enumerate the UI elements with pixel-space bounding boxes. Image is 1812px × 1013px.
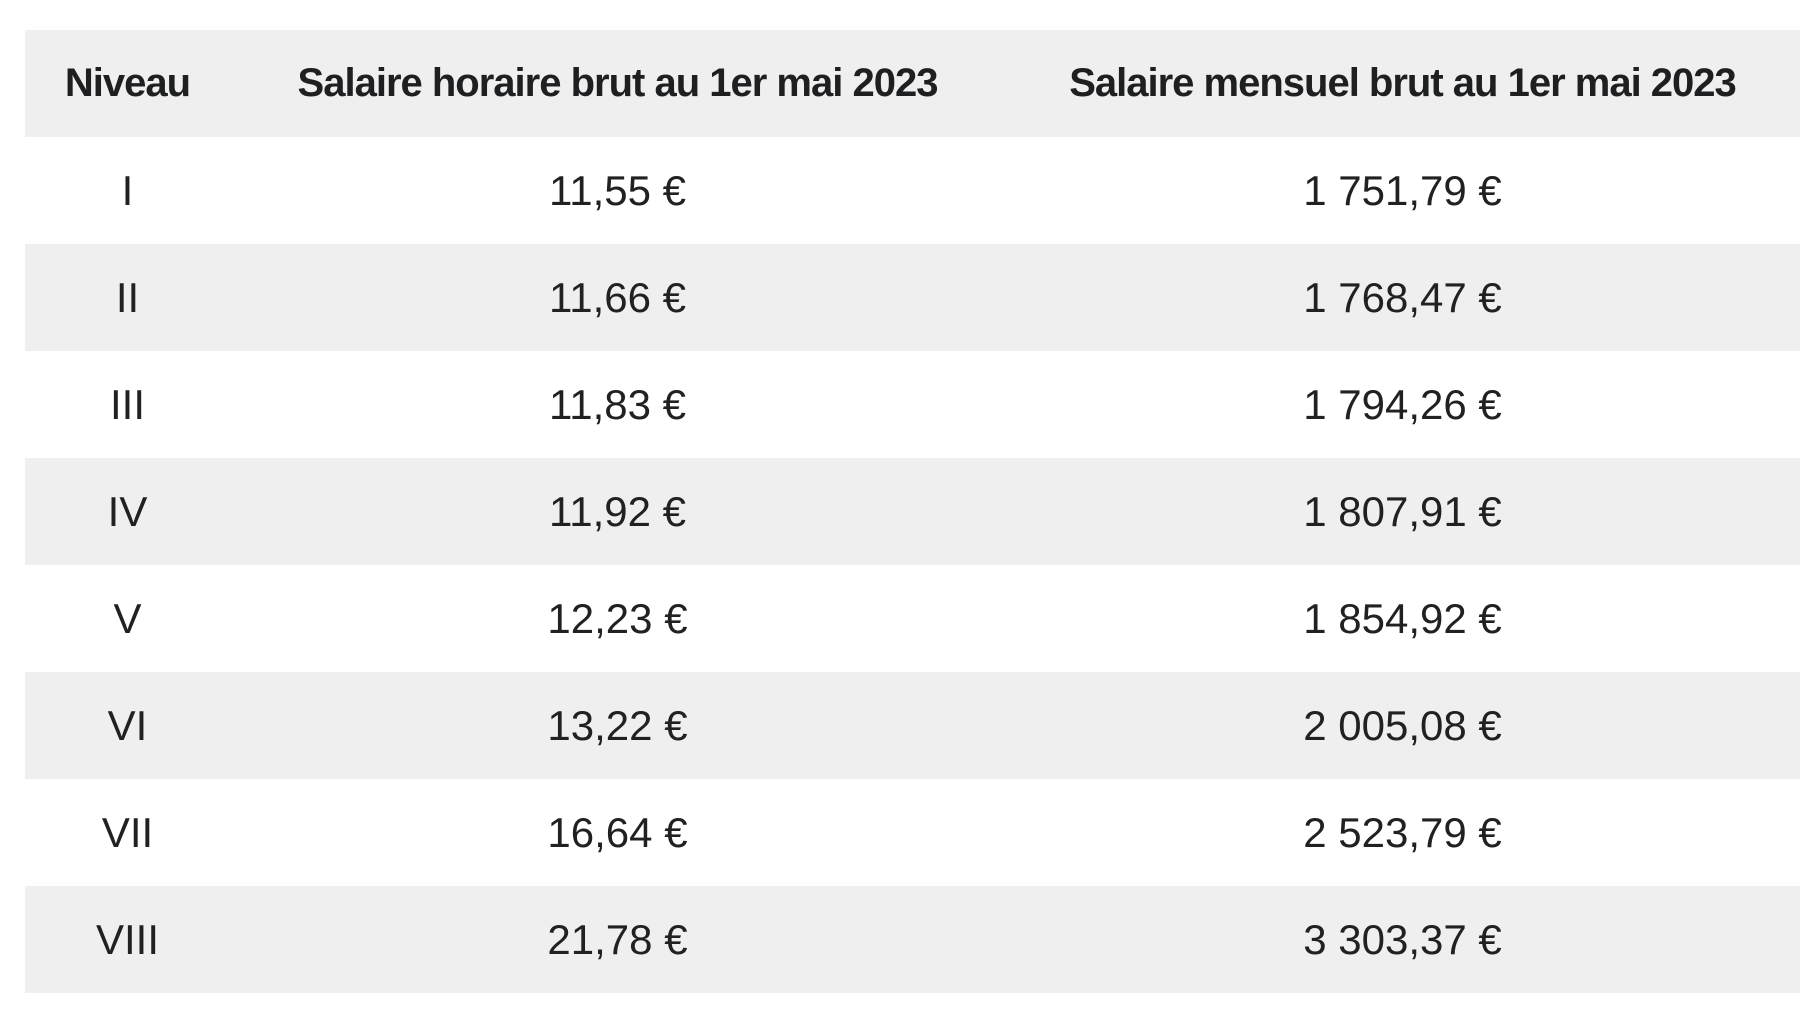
- cell-salaire-mensuel: 1 854,92 €: [1005, 565, 1800, 672]
- cell-salaire-mensuel: 1 768,47 €: [1005, 244, 1800, 351]
- cell-niveau: IV: [25, 458, 230, 565]
- cell-niveau: I: [25, 137, 230, 244]
- table-row: VI 13,22 € 2 005,08 €: [25, 672, 1800, 779]
- cell-niveau: V: [25, 565, 230, 672]
- table-row: I 11,55 € 1 751,79 €: [25, 137, 1800, 244]
- cell-niveau: II: [25, 244, 230, 351]
- cell-salaire-mensuel: 2 523,79 €: [1005, 779, 1800, 886]
- cell-salaire-horaire: 13,22 €: [230, 672, 1005, 779]
- header-salaire-mensuel: Salaire mensuel brut au 1er mai 2023: [1005, 30, 1800, 137]
- cell-salaire-horaire: 21,78 €: [230, 886, 1005, 993]
- table-row: III 11,83 € 1 794,26 €: [25, 351, 1800, 458]
- cell-salaire-mensuel: 1 794,26 €: [1005, 351, 1800, 458]
- cell-salaire-mensuel: 1 807,91 €: [1005, 458, 1800, 565]
- cell-niveau: VI: [25, 672, 230, 779]
- cell-salaire-horaire: 11,55 €: [230, 137, 1005, 244]
- cell-salaire-mensuel: 1 751,79 €: [1005, 137, 1800, 244]
- header-salaire-horaire: Salaire horaire brut au 1er mai 2023: [230, 30, 1005, 137]
- cell-salaire-horaire: 12,23 €: [230, 565, 1005, 672]
- cell-niveau: VIII: [25, 886, 230, 993]
- table-row: IV 11,92 € 1 807,91 €: [25, 458, 1800, 565]
- table-header-row: Niveau Salaire horaire brut au 1er mai 2…: [25, 30, 1800, 137]
- cell-salaire-mensuel: 2 005,08 €: [1005, 672, 1800, 779]
- header-niveau: Niveau: [25, 30, 230, 137]
- cell-salaire-horaire: 16,64 €: [230, 779, 1005, 886]
- table-row: VIII 21,78 € 3 303,37 €: [25, 886, 1800, 993]
- cell-niveau: VII: [25, 779, 230, 886]
- cell-salaire-horaire: 11,92 €: [230, 458, 1005, 565]
- salary-table: Niveau Salaire horaire brut au 1er mai 2…: [25, 30, 1800, 993]
- cell-salaire-mensuel: 3 303,37 €: [1005, 886, 1800, 993]
- table-row: VII 16,64 € 2 523,79 €: [25, 779, 1800, 886]
- cell-salaire-horaire: 11,83 €: [230, 351, 1005, 458]
- cell-salaire-horaire: 11,66 €: [230, 244, 1005, 351]
- table-row: II 11,66 € 1 768,47 €: [25, 244, 1800, 351]
- table-row: V 12,23 € 1 854,92 €: [25, 565, 1800, 672]
- cell-niveau: III: [25, 351, 230, 458]
